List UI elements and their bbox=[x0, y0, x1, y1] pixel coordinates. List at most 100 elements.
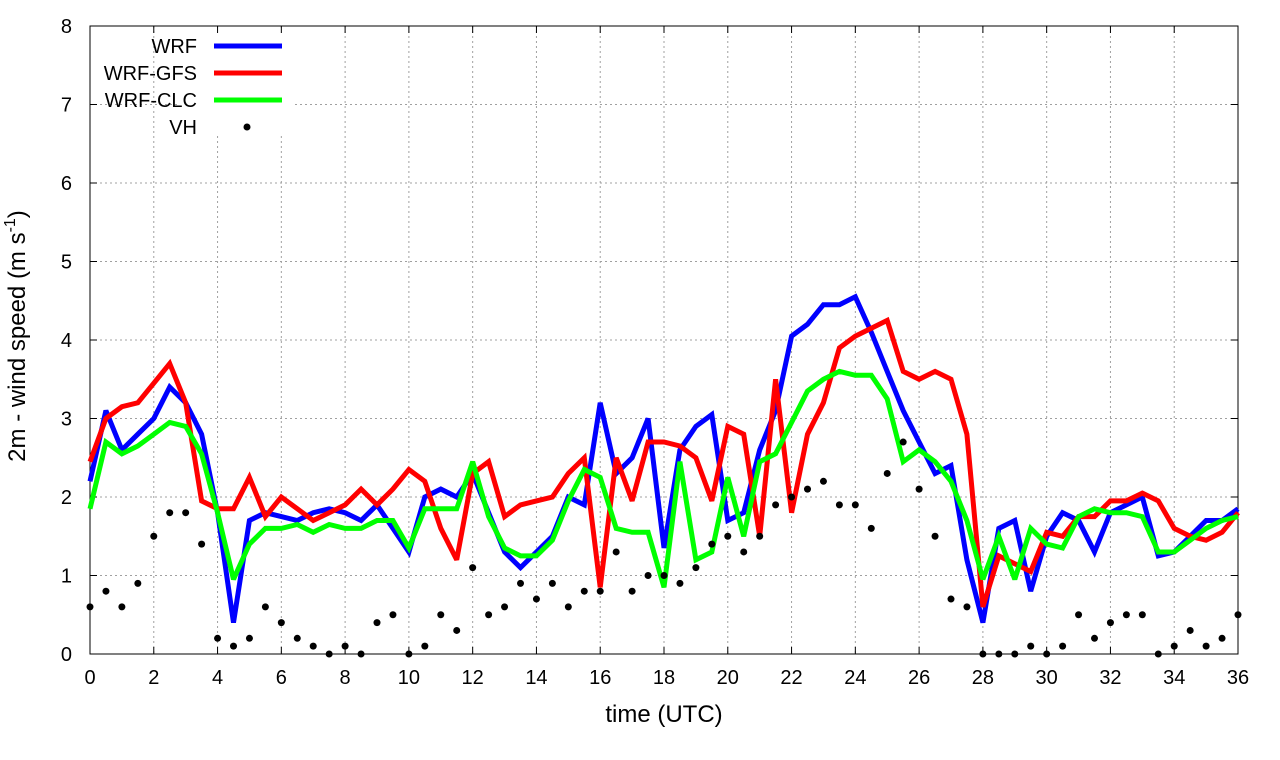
data-point-vh bbox=[485, 611, 493, 619]
data-point-vh bbox=[517, 579, 524, 587]
data-point-vh bbox=[373, 619, 381, 627]
grid bbox=[90, 26, 1238, 654]
data-point-vh bbox=[548, 579, 556, 587]
x-tick-label: 0 bbox=[84, 667, 95, 689]
legend-label-wrf-gfs: WRF-GFS bbox=[104, 63, 197, 85]
data-point-vh bbox=[995, 650, 1003, 658]
data-point-vh bbox=[1122, 611, 1130, 619]
series-line-wrf-gfs bbox=[87, 316, 1240, 608]
data-point-vh bbox=[1154, 650, 1162, 658]
data-point-vh bbox=[357, 650, 365, 658]
data-point-vh bbox=[421, 642, 429, 650]
data-point-vh bbox=[596, 587, 604, 595]
data-point-vh bbox=[309, 642, 317, 650]
data-point-vh bbox=[819, 477, 827, 485]
data-point-vh bbox=[389, 611, 397, 619]
series-layer bbox=[86, 293, 1242, 658]
data-point-vh bbox=[405, 650, 413, 658]
y-tick-label: 2 bbox=[61, 487, 72, 509]
x-tick-label: 8 bbox=[340, 667, 351, 689]
data-point-vh bbox=[1106, 619, 1114, 627]
x-tick-label: 22 bbox=[780, 667, 802, 689]
y-tick-label: 6 bbox=[61, 173, 72, 195]
data-point-vh bbox=[469, 564, 477, 572]
data-point-vh bbox=[134, 579, 142, 587]
data-point-vh bbox=[341, 642, 349, 650]
legend-label-wrf: WRF bbox=[151, 36, 197, 58]
data-point-vh bbox=[740, 548, 748, 556]
data-point-vh bbox=[756, 532, 764, 540]
y-axis-title: 2m - wind speed (m s-1) bbox=[2, 210, 31, 462]
y-tick-label: 8 bbox=[61, 16, 72, 38]
data-point-vh bbox=[963, 603, 971, 611]
data-point-vh bbox=[532, 595, 540, 603]
data-point-vh bbox=[1202, 642, 1210, 650]
data-point-vh bbox=[1043, 650, 1051, 658]
y-tick-label: 5 bbox=[61, 252, 72, 274]
data-point-vh bbox=[899, 438, 907, 446]
data-point-vh bbox=[883, 469, 891, 477]
x-tick-label: 6 bbox=[276, 667, 287, 689]
data-point-vh bbox=[1091, 634, 1098, 642]
legend-label-wrf-clc: WRF-CLC bbox=[105, 90, 197, 112]
data-point-vh bbox=[182, 509, 190, 517]
data-point-vh bbox=[166, 509, 174, 517]
data-point-vh bbox=[1059, 642, 1067, 650]
legend-swatch-vh bbox=[243, 123, 251, 131]
x-tick-label: 32 bbox=[1099, 667, 1121, 689]
data-point-vh bbox=[1027, 642, 1035, 650]
data-point-vh bbox=[580, 587, 588, 595]
data-point-vh bbox=[788, 493, 796, 501]
y-tick-label: 0 bbox=[61, 644, 72, 666]
data-point-vh bbox=[245, 634, 253, 642]
data-point-vh bbox=[979, 650, 987, 658]
data-point-vh bbox=[867, 524, 875, 532]
data-point-vh bbox=[1170, 642, 1178, 650]
x-axis-title: time (UTC) bbox=[605, 701, 722, 728]
data-point-vh bbox=[1186, 626, 1194, 634]
data-point-vh bbox=[660, 572, 668, 579]
y-tick-label: 1 bbox=[61, 566, 72, 588]
x-tick-label: 4 bbox=[212, 667, 223, 689]
data-point-vh bbox=[453, 626, 461, 634]
legend-label-vh: VH bbox=[169, 117, 197, 139]
data-point-vh bbox=[293, 634, 301, 642]
data-point-vh bbox=[644, 572, 652, 579]
data-point-vh bbox=[851, 501, 859, 509]
data-point-vh bbox=[261, 603, 269, 611]
data-point-vh bbox=[86, 603, 94, 611]
data-point-vh bbox=[437, 611, 445, 619]
data-point-vh bbox=[150, 532, 158, 540]
x-tick-label: 36 bbox=[1227, 667, 1249, 689]
x-tick-label: 34 bbox=[1163, 667, 1185, 689]
x-tick-label: 24 bbox=[844, 667, 866, 689]
x-tick-label: 16 bbox=[589, 667, 611, 689]
data-point-vh bbox=[628, 587, 636, 595]
x-tick-label: 14 bbox=[525, 667, 547, 689]
x-tick-label: 18 bbox=[653, 667, 675, 689]
data-point-vh bbox=[198, 540, 206, 548]
data-point-vh bbox=[692, 564, 700, 572]
data-point-vh bbox=[724, 532, 732, 540]
data-point-vh bbox=[1011, 650, 1019, 658]
data-point-vh bbox=[1138, 611, 1146, 619]
y-axis-title-superscript: -1 bbox=[2, 218, 19, 232]
data-point-vh bbox=[102, 587, 110, 595]
x-tick-label: 20 bbox=[717, 667, 739, 689]
data-point-vh bbox=[277, 619, 285, 627]
x-tick-label: 28 bbox=[972, 667, 994, 689]
data-point-vh bbox=[118, 603, 126, 611]
y-axis-title-close: ) bbox=[4, 210, 31, 218]
data-point-vh bbox=[804, 485, 811, 493]
data-point-vh bbox=[325, 650, 333, 658]
y-tick-label: 3 bbox=[61, 409, 72, 431]
data-point-vh bbox=[947, 595, 955, 603]
data-point-vh bbox=[1234, 611, 1242, 619]
y-tick-label: 4 bbox=[61, 330, 72, 352]
data-point-vh bbox=[1075, 611, 1083, 619]
y-axis-title-main: 2m - wind speed (m s bbox=[4, 232, 31, 461]
x-tick-label: 30 bbox=[1036, 667, 1058, 689]
data-point-vh bbox=[772, 501, 780, 509]
data-point-vh bbox=[214, 634, 222, 642]
